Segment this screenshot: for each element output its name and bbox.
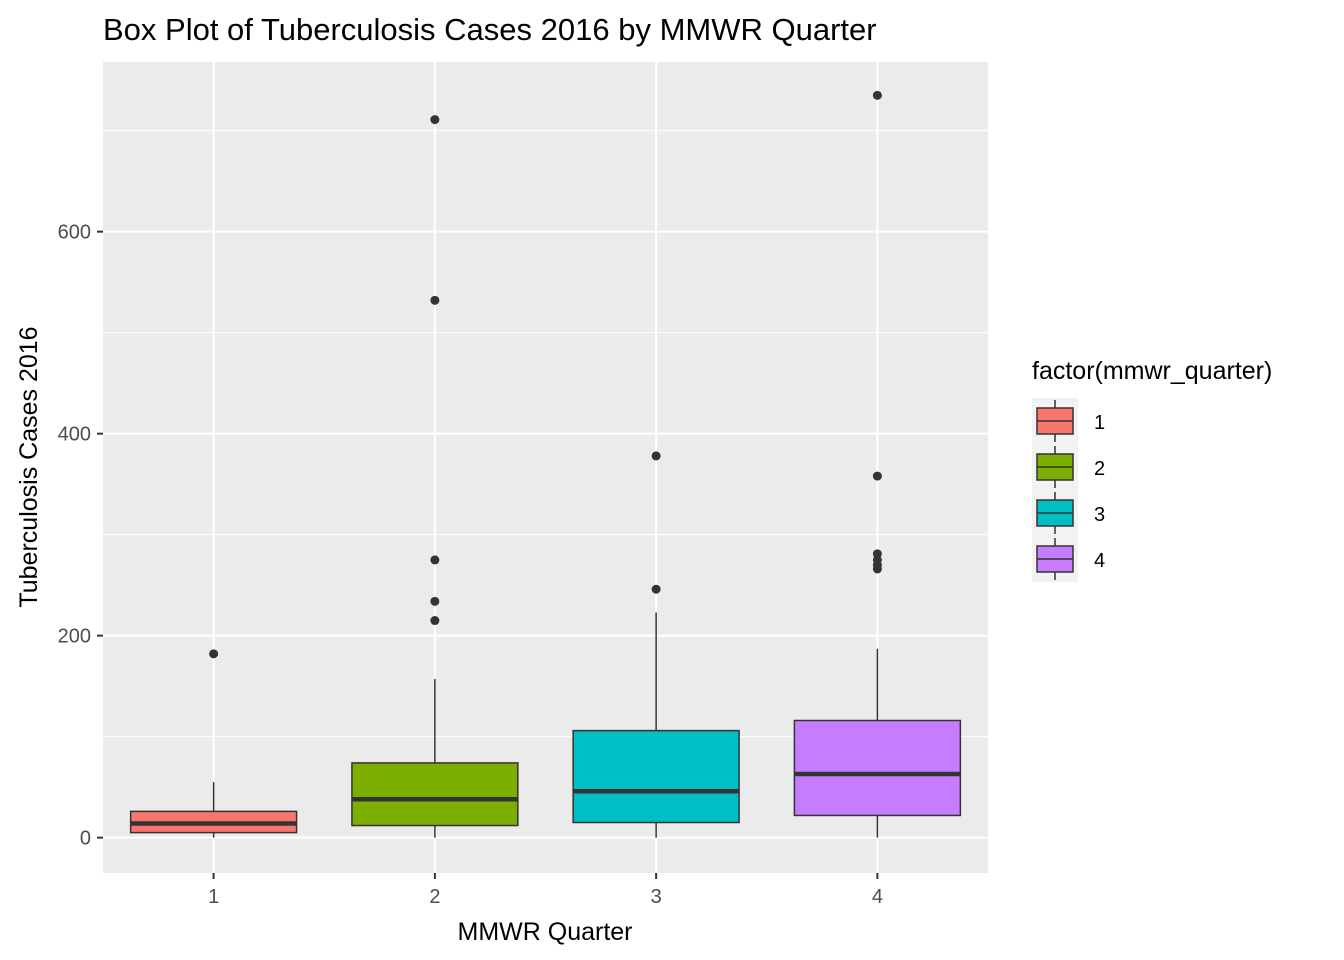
outlier-point bbox=[872, 549, 882, 559]
box-body bbox=[351, 762, 519, 827]
legend-label: 2 bbox=[1094, 458, 1105, 480]
outlier-point bbox=[430, 596, 440, 606]
x-tick-label: 2 bbox=[429, 886, 440, 908]
chart-title: Box Plot of Tuberculosis Cases 2016 by M… bbox=[103, 12, 877, 47]
box-series bbox=[129, 90, 962, 838]
outlier-point bbox=[430, 295, 440, 305]
box-2 bbox=[351, 115, 519, 838]
y-tick-label: 600 bbox=[58, 222, 91, 244]
legend-label: 3 bbox=[1094, 504, 1105, 526]
x-tick-label: 3 bbox=[651, 886, 662, 908]
y-axis-title: Tuberculosis Cases 2016 bbox=[15, 326, 43, 607]
legend-item-2: 2 bbox=[1036, 446, 1105, 488]
outlier-point bbox=[430, 555, 440, 565]
outlier-point bbox=[872, 90, 882, 100]
outlier-point bbox=[430, 616, 440, 626]
box-body bbox=[572, 729, 740, 824]
legend-item-1: 1 bbox=[1036, 400, 1105, 442]
y-tick-label: 0 bbox=[80, 828, 91, 850]
box-1 bbox=[129, 649, 298, 838]
axes: 0 200 400 600 1 2 3 4 bbox=[58, 222, 883, 908]
legend-label: 4 bbox=[1094, 550, 1105, 572]
x-axis-title: MMWR Quarter bbox=[458, 918, 633, 946]
legend-label: 1 bbox=[1094, 412, 1105, 434]
x-tick-label: 1 bbox=[208, 886, 219, 908]
legend-item-3: 3 bbox=[1036, 492, 1105, 534]
legend-title: factor(mmwr_quarter) bbox=[1032, 357, 1272, 385]
y-tick-label: 400 bbox=[58, 424, 91, 446]
legend: 1 2 3 4 bbox=[1032, 398, 1105, 582]
box-body bbox=[793, 719, 962, 817]
y-tick-label: 200 bbox=[58, 626, 91, 648]
box-3 bbox=[572, 451, 740, 838]
x-tick-label: 4 bbox=[872, 886, 883, 908]
outlier-point bbox=[872, 471, 882, 481]
box-4 bbox=[793, 90, 962, 838]
outlier-point bbox=[209, 649, 219, 659]
outlier-point bbox=[430, 115, 440, 125]
outlier-point bbox=[651, 451, 661, 461]
outlier-point bbox=[651, 584, 661, 594]
legend-item-4: 4 bbox=[1036, 538, 1105, 580]
